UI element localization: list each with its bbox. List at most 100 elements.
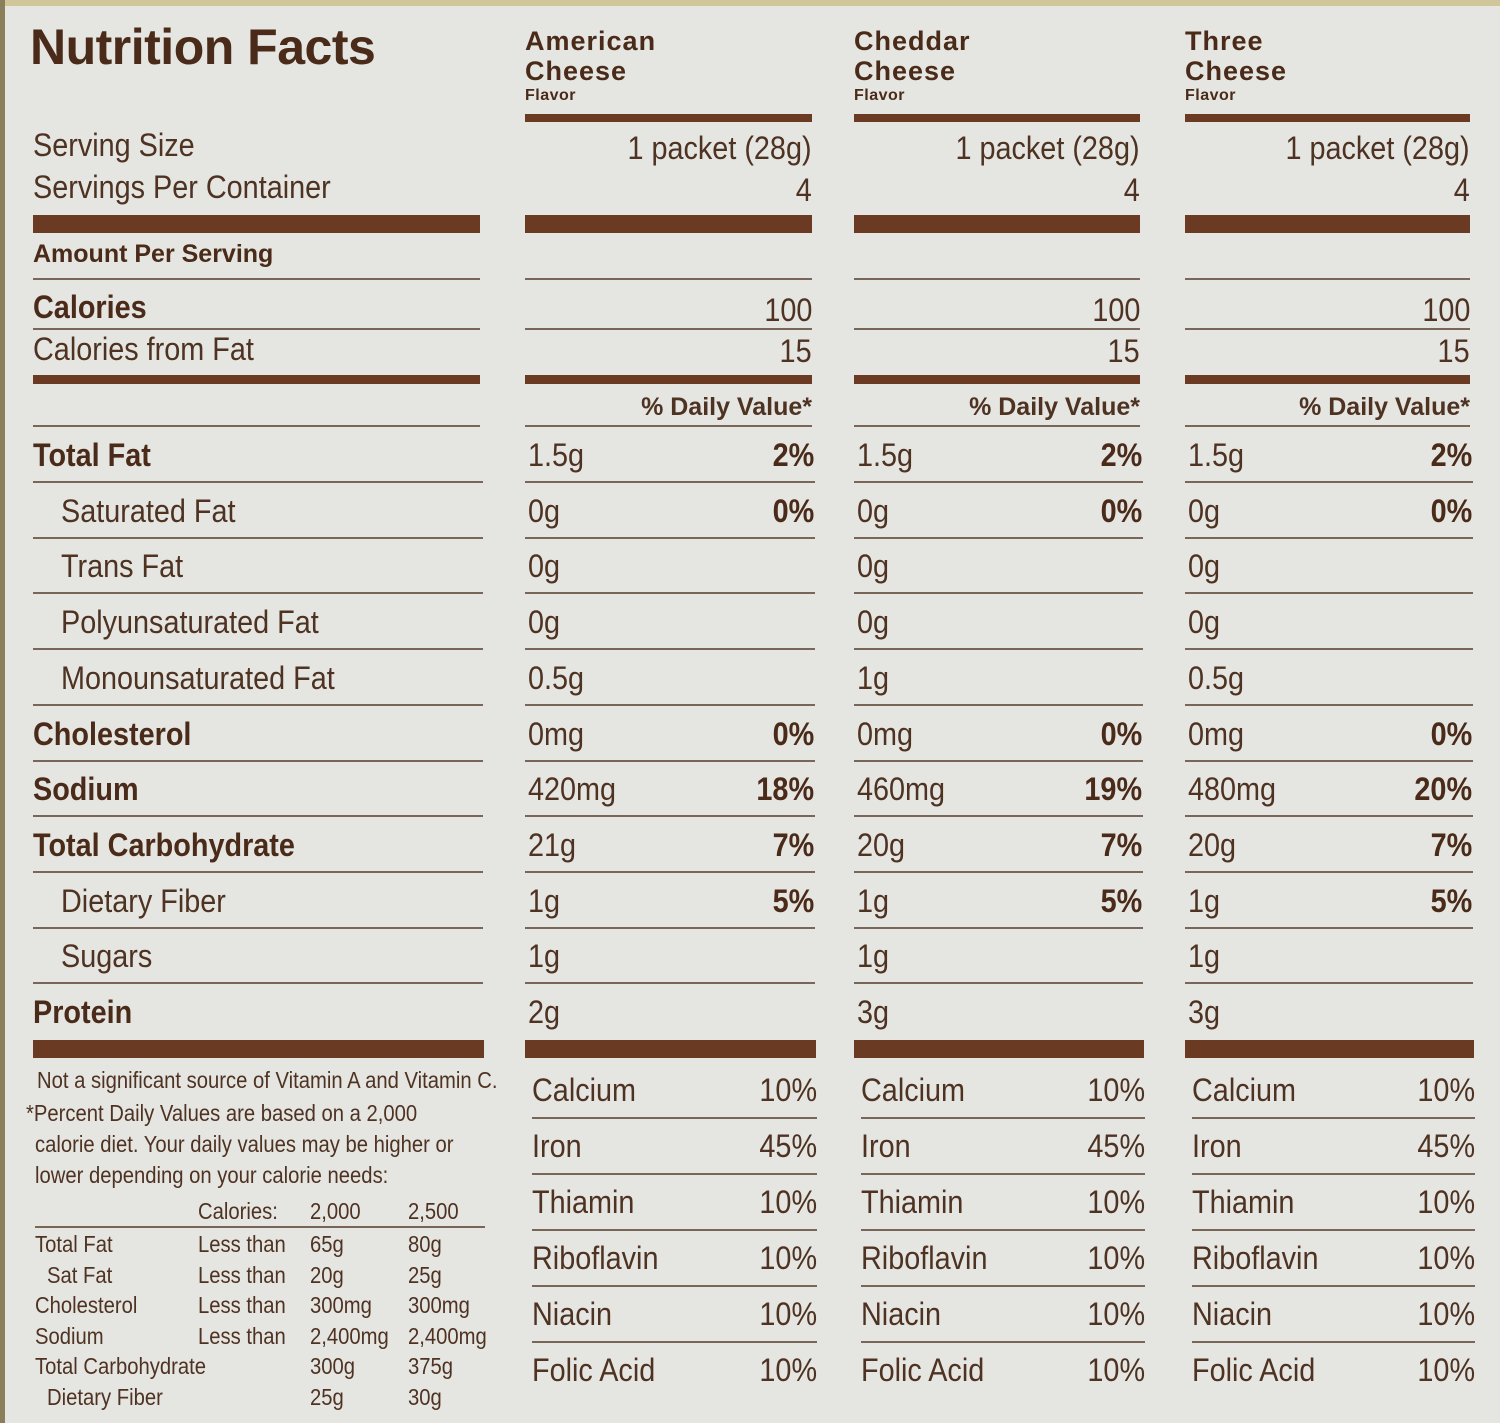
daily-value-header: % Daily Value*	[969, 393, 1140, 421]
nutrient-label: Polyunsaturated Fat	[61, 604, 319, 641]
thick-rule	[1185, 114, 1470, 122]
rule	[854, 703, 1143, 706]
vitamin-note: Not a significant source of Vitamin A an…	[37, 1067, 498, 1093]
package-edge-left	[0, 0, 5, 1423]
rule	[33, 328, 480, 330]
calories-from-fat-value: 15	[1437, 333, 1470, 369]
rule	[854, 926, 1143, 929]
rule	[1185, 870, 1473, 873]
calories-value: 100	[763, 292, 812, 328]
rule	[35, 1226, 485, 1228]
dv-table-cell: 30g	[408, 1383, 442, 1410]
rule	[525, 481, 815, 483]
rule	[532, 1285, 817, 1287]
rule	[854, 815, 1143, 818]
rule	[33, 648, 483, 651]
dv-table-cell: 25g	[408, 1261, 442, 1288]
vitamin-value: 10%	[759, 1352, 817, 1388]
flavor-sub: Flavor	[854, 87, 906, 104]
rule	[1185, 703, 1473, 706]
rule	[1185, 982, 1473, 985]
rule	[861, 1117, 1145, 1119]
rule	[854, 592, 1143, 595]
rule	[525, 759, 815, 762]
rule	[525, 815, 815, 818]
rule	[1185, 648, 1473, 651]
rule	[1192, 1117, 1475, 1119]
dv-table-header: 2,000	[310, 1198, 361, 1224]
rule	[525, 648, 815, 651]
dv-table-cell: Cholesterol	[35, 1292, 138, 1318]
amount-per-serving-label: Amount Per Serving	[33, 240, 274, 268]
vitamin-label: Folic Acid	[1192, 1352, 1316, 1388]
flavor-name: Cheese	[1185, 56, 1288, 86]
rule	[33, 926, 483, 929]
rule	[33, 425, 480, 427]
dv-table-cell: Less than	[198, 1231, 286, 1257]
flavor-sub: Flavor	[525, 87, 577, 104]
vitamin-label: Folic Acid	[532, 1352, 656, 1388]
nutrient-label: Monounsaturated Fat	[61, 659, 335, 696]
dv-table-cell: 65g	[310, 1231, 344, 1257]
thick-rule	[525, 215, 812, 233]
nutrient-amount: 20g	[1188, 826, 1237, 863]
thick-rule	[854, 114, 1140, 122]
flavor-name: Three	[1185, 26, 1264, 56]
daily-value-header: % Daily Value*	[1299, 393, 1470, 421]
dv-table-cell: Less than	[198, 1322, 286, 1349]
nutrient-amount: 460mg	[857, 771, 946, 808]
nutrient-daily-value: 5%	[1100, 882, 1142, 919]
calories-from-fat-label: Calories from Fat	[33, 331, 254, 367]
daily-value-note: *Percent Daily Values are based on a 2,0…	[26, 1100, 418, 1126]
thick-rule	[525, 375, 812, 384]
nutrient-daily-value: 7%	[772, 826, 814, 863]
rule	[532, 1229, 817, 1231]
calories-label: Calories	[33, 289, 147, 325]
vitamin-value: 45%	[1417, 1128, 1475, 1164]
serving-size-value: 1 packet (28g)	[627, 130, 812, 166]
serving-size-label: Serving Size	[33, 127, 195, 163]
flavor-name: American	[525, 26, 657, 56]
serving-size-value: 1 packet (28g)	[955, 130, 1140, 166]
thick-rule	[525, 114, 812, 122]
rule	[33, 703, 483, 706]
vitamin-label: Thiamin	[1192, 1184, 1295, 1220]
nutrient-amount: 0mg	[857, 715, 914, 752]
nutrient-label: Total Carbohydrate	[33, 826, 295, 863]
nutrient-amount: 0.5g	[528, 659, 585, 696]
nutrient-label: Cholesterol	[33, 715, 192, 752]
thick-rule	[854, 375, 1140, 384]
nutrient-daily-value: 20%	[1414, 771, 1472, 808]
nutrient-daily-value: 0%	[772, 492, 814, 529]
dv-table-cell: 300mg	[310, 1292, 372, 1318]
rule	[854, 982, 1143, 985]
vitamin-value: 10%	[759, 1240, 817, 1276]
dv-table-cell: Dietary Fiber	[47, 1383, 163, 1410]
calories-from-fat-value: 15	[779, 333, 812, 369]
nutrient-daily-value: 5%	[772, 882, 814, 919]
nutrient-amount: 1g	[528, 938, 561, 975]
flavor-heading: American Cheese Flavor	[525, 26, 656, 106]
dv-table-cell: 2,400mg	[310, 1322, 389, 1349]
vitamin-value: 10%	[1417, 1352, 1475, 1388]
flavor-heading: Three Cheese Flavor	[1185, 26, 1287, 106]
rule	[525, 328, 812, 330]
dv-table-cell: 300g	[310, 1353, 356, 1379]
vitamin-label: Riboflavin	[861, 1240, 988, 1276]
dv-table-cell: Less than	[198, 1292, 286, 1318]
vitamin-label: Niacin	[532, 1296, 613, 1332]
rule	[1185, 926, 1473, 929]
nutrient-label: Sodium	[33, 771, 139, 808]
nutrient-label: Dietary Fiber	[61, 882, 226, 919]
vitamin-value: 10%	[1087, 1184, 1145, 1220]
nutrient-label: Total Fat	[33, 437, 151, 473]
rule	[525, 592, 815, 595]
nutrient-daily-value: 0%	[1430, 492, 1472, 529]
nutrient-amount: 0.5g	[1188, 659, 1245, 696]
thick-rule	[1185, 215, 1470, 233]
nutrient-amount: 1g	[1188, 882, 1221, 919]
rule	[861, 1229, 1145, 1231]
rule	[1185, 425, 1470, 427]
nutrient-amount: 0g	[1188, 548, 1221, 585]
dv-table-cell: 20g	[310, 1261, 344, 1288]
